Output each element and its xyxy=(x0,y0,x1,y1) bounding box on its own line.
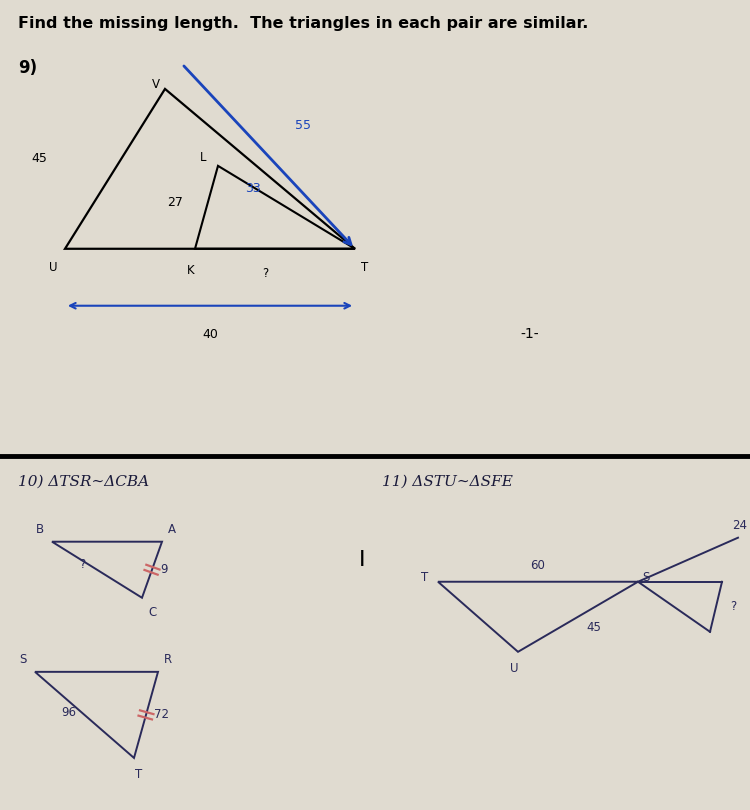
Text: U: U xyxy=(510,662,518,675)
Text: 27: 27 xyxy=(167,196,183,209)
Text: ?: ? xyxy=(730,600,736,613)
Text: 55: 55 xyxy=(295,119,311,132)
Text: I: I xyxy=(358,550,365,569)
Text: 33: 33 xyxy=(245,182,261,195)
Text: 72: 72 xyxy=(154,709,169,722)
Text: -1-: -1- xyxy=(520,326,539,341)
Text: S: S xyxy=(642,571,650,584)
Text: B: B xyxy=(36,522,44,535)
Text: ?: ? xyxy=(79,558,85,571)
Text: 45: 45 xyxy=(31,152,47,165)
Text: 40: 40 xyxy=(202,328,218,341)
Text: V: V xyxy=(152,78,160,91)
Text: S: S xyxy=(20,653,27,666)
Text: 60: 60 xyxy=(530,559,545,572)
Text: 45: 45 xyxy=(586,620,601,633)
Text: T: T xyxy=(361,261,368,274)
Text: U: U xyxy=(49,261,57,274)
Text: 11) ΔSTU∼ΔSFE: 11) ΔSTU∼ΔSFE xyxy=(382,475,513,488)
Text: 10) ΔTSR∼ΔCBA: 10) ΔTSR∼ΔCBA xyxy=(18,475,149,488)
Text: 9: 9 xyxy=(160,563,167,576)
Text: T: T xyxy=(421,571,428,584)
Text: R: R xyxy=(164,653,172,666)
Text: 96: 96 xyxy=(62,706,76,719)
Text: 9): 9) xyxy=(18,59,37,77)
Text: L: L xyxy=(200,151,206,164)
Text: C: C xyxy=(148,606,156,619)
Text: Find the missing length.  The triangles in each pair are similar.: Find the missing length. The triangles i… xyxy=(18,16,588,31)
Text: A: A xyxy=(168,522,176,535)
Text: T: T xyxy=(135,768,142,781)
Text: ?: ? xyxy=(262,266,268,279)
Text: 24: 24 xyxy=(732,518,747,531)
Text: K: K xyxy=(188,264,195,277)
